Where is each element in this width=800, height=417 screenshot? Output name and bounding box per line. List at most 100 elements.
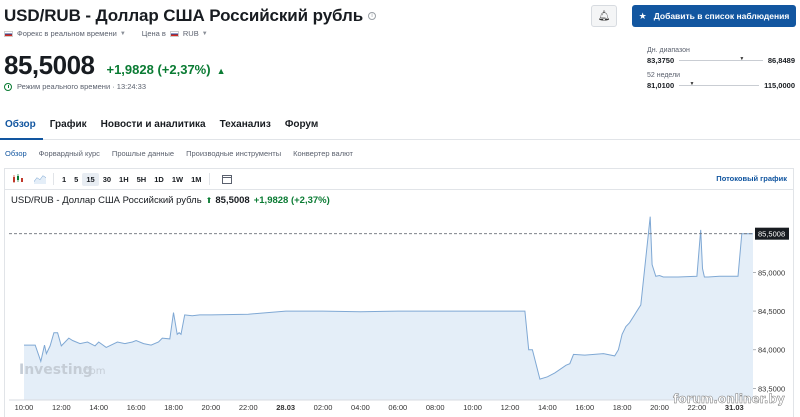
range-marker-icon: ▼ bbox=[689, 81, 695, 87]
day-range-bar: ▼ bbox=[679, 56, 763, 62]
tab-overview[interactable]: Обзор bbox=[0, 112, 43, 140]
title-row: USD/RUB - Доллар США Российский рубль i bbox=[4, 6, 377, 26]
subtab-overview[interactable]: Обзор bbox=[5, 149, 27, 158]
week52-range-low: 81,0100 bbox=[647, 81, 675, 90]
x-tick-label: 12:00 bbox=[501, 403, 520, 412]
interval-1h[interactable]: 1H bbox=[119, 174, 129, 184]
interval-5h[interactable]: 5H bbox=[136, 174, 147, 184]
streaming-chart-link[interactable]: Потоковый график bbox=[716, 174, 787, 183]
x-tick-label: 04:00 bbox=[351, 403, 370, 412]
chart-widget: 83,5000 84,0000 84,5000 85,0000 85,5008 10:00… bbox=[4, 168, 794, 417]
add-to-watchlist-button[interactable]: ★ Добавить в список наблюдения bbox=[632, 5, 796, 27]
russia-flag-icon bbox=[4, 30, 13, 37]
chart-toolbar: 1 5 15 30 1H 5H 1D 1W 1M Потоковый график bbox=[5, 169, 793, 190]
x-tick-label: 28.03 bbox=[276, 403, 295, 412]
chevron-down-icon[interactable]: ▼ bbox=[119, 30, 126, 37]
price-line bbox=[24, 216, 753, 380]
week52-range: 52 недели 81,0100 ▼ 115,0000 bbox=[647, 72, 795, 90]
market-meta: Форекс в реальном времени ▼ Цена в RUB ▼ bbox=[4, 29, 208, 38]
day-range-low: 83,3750 bbox=[647, 56, 675, 65]
interval-list: 1 5 15 30 1H 5H 1D 1W 1M bbox=[58, 172, 205, 186]
up-arrow-icon: ▲ bbox=[216, 66, 226, 76]
last-price-badge bbox=[755, 227, 789, 240]
x-tick-label: 18:00 bbox=[164, 403, 183, 412]
last-price: 85,5008 bbox=[4, 50, 95, 80]
week52-range-label: 52 недели bbox=[647, 72, 681, 79]
main-tabs: Обзор График Новости и аналитика Теханал… bbox=[0, 112, 800, 140]
range-marker-icon: ▼ bbox=[739, 56, 745, 62]
info-icon[interactable]: i bbox=[368, 12, 377, 20]
y-tick-label: 83,5000 bbox=[758, 384, 785, 393]
y-tick-label: 85,0000 bbox=[758, 268, 785, 277]
interval-1m[interactable]: 1M bbox=[191, 174, 202, 184]
x-tick-label: 14:00 bbox=[89, 403, 108, 412]
x-tick-label: 18:00 bbox=[613, 403, 632, 412]
quote-row: 85,5008 +1,9828 (+2,37%) ▲ bbox=[4, 50, 225, 81]
interval-30[interactable]: 30 bbox=[102, 174, 112, 184]
week52-range-high: 115,0000 bbox=[764, 81, 795, 90]
week52-range-bar: ▼ bbox=[679, 81, 760, 87]
interval-5[interactable]: 5 bbox=[74, 174, 79, 184]
candlestick-icon[interactable] bbox=[9, 172, 27, 186]
subtab-historical-data[interactable]: Прошлые данные bbox=[111, 149, 175, 158]
currency-prefix: Цена в bbox=[141, 29, 166, 38]
chevron-down-icon[interactable]: ▼ bbox=[201, 30, 208, 37]
x-tick-label: 08:00 bbox=[426, 403, 445, 412]
create-alert-button[interactable]: 🔔︎ bbox=[591, 5, 617, 27]
calendar-icon[interactable] bbox=[218, 172, 236, 186]
price-chart[interactable]: 83,5000 84,0000 84,5000 85,0000 85,5008 10:00… bbox=[5, 169, 795, 417]
investing-watermark: Investing bbox=[19, 362, 93, 378]
y-tick-label: 84,0000 bbox=[758, 346, 785, 355]
x-tick-label: 06:00 bbox=[388, 403, 407, 412]
investing-watermark-suffix: .com bbox=[81, 366, 106, 377]
up-arrow-icon: ⬆ bbox=[205, 196, 213, 205]
day-range-label: Дн. диапазон bbox=[647, 47, 690, 54]
tab-forum[interactable]: Форум bbox=[284, 119, 319, 130]
realtime-row: Режим реального времени · 13:24:33 bbox=[4, 82, 146, 91]
watchlist-label: Добавить в список наблюдения bbox=[653, 11, 790, 21]
x-tick-label: 16:00 bbox=[575, 403, 594, 412]
x-tick-label: 02:00 bbox=[314, 403, 333, 412]
x-tick-label: 12:00 bbox=[52, 403, 71, 412]
interval-1[interactable]: 1 bbox=[62, 174, 67, 184]
bell-plus-icon: 🔔︎ bbox=[597, 10, 611, 22]
x-tick-label: 31.03 bbox=[725, 403, 744, 412]
market-label[interactable]: Форекс в реальном времени bbox=[17, 29, 117, 38]
russia-flag-icon bbox=[169, 30, 179, 37]
x-tick-label: 14:00 bbox=[538, 403, 557, 412]
x-tick-label: 16:00 bbox=[127, 403, 146, 412]
interval-1w[interactable]: 1W bbox=[171, 174, 184, 184]
star-icon: ★ bbox=[638, 10, 647, 21]
subtab-converter[interactable]: Конвертер валют bbox=[293, 149, 353, 158]
y-tick-label: 84,5000 bbox=[758, 307, 785, 316]
last-price-label: 85,5008 bbox=[758, 230, 785, 239]
sub-tabs: Обзор Форвардный курс Прошлые данные Про… bbox=[0, 146, 359, 161]
subtab-derivatives[interactable]: Производные инструменты bbox=[186, 149, 282, 158]
currency-value[interactable]: RUB bbox=[182, 29, 199, 38]
tab-chart[interactable]: График bbox=[49, 119, 87, 130]
interval-15[interactable]: 15 bbox=[82, 172, 99, 186]
realtime-label: Режим реального времени · 13:24:33 bbox=[17, 82, 146, 91]
chart-header: USD/RUB - Доллар США Российский рубль ⬆ … bbox=[11, 195, 330, 206]
page-title: USD/RUB - Доллар США Российский рубль bbox=[4, 6, 364, 25]
tab-technical[interactable]: Теханализ bbox=[219, 119, 271, 130]
subtab-forward-rates[interactable]: Форвардный курс bbox=[38, 149, 100, 158]
chart-price: 85,5008 bbox=[215, 195, 250, 206]
chart-change: +1,9828 (+2,37%) bbox=[253, 195, 330, 206]
x-tick-label: 20:00 bbox=[201, 403, 220, 412]
tab-news[interactable]: Новости и аналитика bbox=[100, 119, 206, 130]
interval-1d[interactable]: 1D bbox=[154, 174, 164, 184]
day-range-high: 86,8489 bbox=[767, 56, 795, 65]
forum-watermark: forum.onliner.by bbox=[673, 392, 785, 406]
x-tick-label: 20:00 bbox=[650, 403, 669, 412]
area-chart-icon[interactable] bbox=[31, 172, 49, 186]
price-change: +1,9828 (+2,37%) bbox=[106, 62, 211, 77]
chart-instrument-name: USD/RUB - Доллар США Российский рубль bbox=[11, 195, 202, 206]
x-tick-label: 22:00 bbox=[688, 403, 707, 412]
x-tick-label: 22:00 bbox=[239, 403, 258, 412]
price-area bbox=[24, 216, 753, 400]
x-tick-label: 10:00 bbox=[15, 403, 34, 412]
x-tick-label: 10:00 bbox=[463, 403, 482, 412]
day-range: Дн. диапазон 83,3750 ▼ 86,8489 bbox=[647, 47, 795, 65]
clock-icon bbox=[4, 82, 12, 91]
